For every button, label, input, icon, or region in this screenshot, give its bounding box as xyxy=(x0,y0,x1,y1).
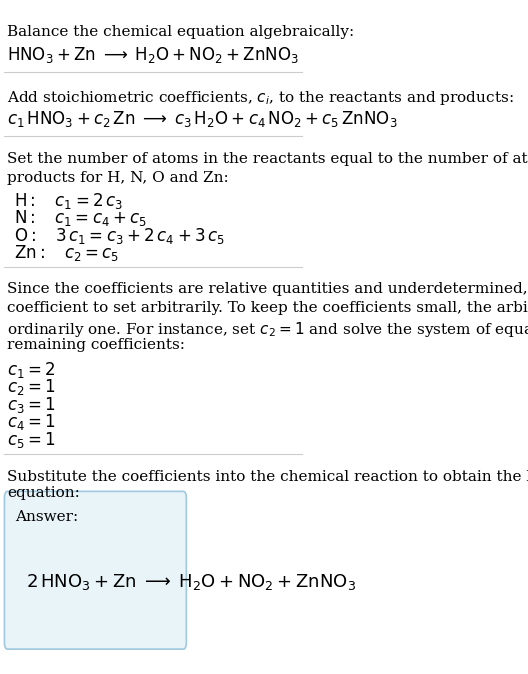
Text: $c_1\,\mathrm{HNO_3} + c_2\,\mathrm{Zn} \;\longrightarrow\; c_3\,\mathrm{H_2O} +: $c_1\,\mathrm{HNO_3} + c_2\,\mathrm{Zn} … xyxy=(7,109,398,129)
Text: $c_1 = 2$: $c_1 = 2$ xyxy=(7,360,56,380)
Text: $\mathrm{HNO_3 + Zn \;\longrightarrow\; H_2O + NO_2 + ZnNO_3}$: $\mathrm{HNO_3 + Zn \;\longrightarrow\; … xyxy=(7,45,299,65)
Text: $2\,\mathrm{HNO_3} + \mathrm{Zn} \;\longrightarrow\; \mathrm{H_2O} + \mathrm{NO_: $2\,\mathrm{HNO_3} + \mathrm{Zn} \;\long… xyxy=(26,572,356,592)
Text: $c_3 = 1$: $c_3 = 1$ xyxy=(7,395,56,415)
Text: $c_2 = 1$: $c_2 = 1$ xyxy=(7,377,56,397)
FancyBboxPatch shape xyxy=(4,491,186,649)
Text: Balance the chemical equation algebraically:: Balance the chemical equation algebraica… xyxy=(7,25,355,39)
Text: Set the number of atoms in the reactants equal to the number of atoms in the: Set the number of atoms in the reactants… xyxy=(7,152,528,166)
Text: $\mathrm{Zn:}\quad c_2 = c_5$: $\mathrm{Zn:}\quad c_2 = c_5$ xyxy=(14,243,119,263)
Text: Answer:: Answer: xyxy=(15,510,78,524)
Text: ordinarily one. For instance, set $c_2 = 1$ and solve the system of equations fo: ordinarily one. For instance, set $c_2 =… xyxy=(7,319,528,338)
Text: Substitute the coefficients into the chemical reaction to obtain the balanced: Substitute the coefficients into the che… xyxy=(7,470,528,484)
Text: $\mathrm{N:}\quad c_1 = c_4 + c_5$: $\mathrm{N:}\quad c_1 = c_4 + c_5$ xyxy=(14,208,147,228)
Text: Add stoichiometric coefficients, $c_i$, to the reactants and products:: Add stoichiometric coefficients, $c_i$, … xyxy=(7,89,514,106)
Text: coefficient to set arbitrarily. To keep the coefficients small, the arbitrary va: coefficient to set arbitrarily. To keep … xyxy=(7,301,528,315)
Text: $c_5 = 1$: $c_5 = 1$ xyxy=(7,429,56,450)
Text: Since the coefficients are relative quantities and underdetermined, choose a: Since the coefficients are relative quan… xyxy=(7,282,528,296)
Text: $\mathrm{H:}\quad c_1 = 2\,c_3$: $\mathrm{H:}\quad c_1 = 2\,c_3$ xyxy=(14,191,122,211)
Text: remaining coefficients:: remaining coefficients: xyxy=(7,338,185,353)
Text: $c_4 = 1$: $c_4 = 1$ xyxy=(7,412,56,432)
Text: $\mathrm{O:}\quad 3\,c_1 = c_3 + 2\,c_4 + 3\,c_5$: $\mathrm{O:}\quad 3\,c_1 = c_3 + 2\,c_4 … xyxy=(14,226,224,245)
Text: products for H, N, O and Zn:: products for H, N, O and Zn: xyxy=(7,171,229,185)
Text: equation:: equation: xyxy=(7,486,80,500)
